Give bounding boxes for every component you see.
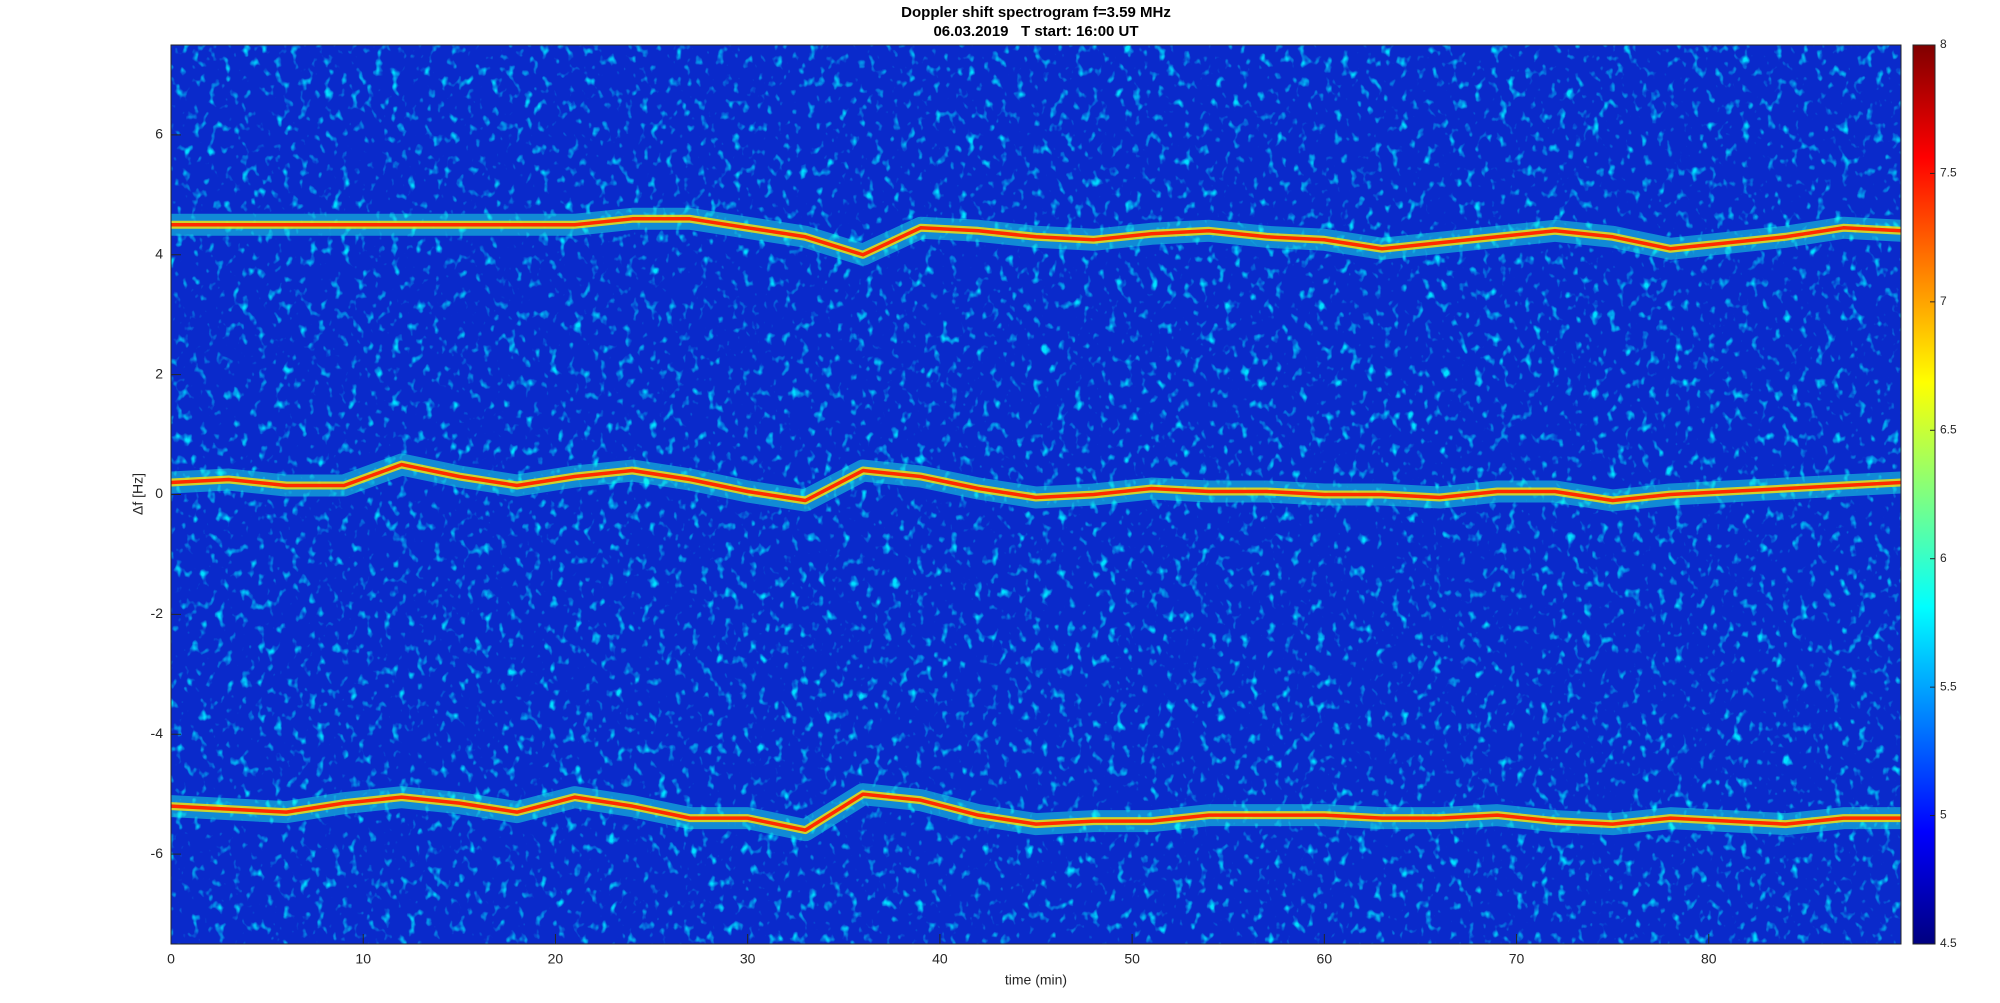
colorbar-tick-label: 5 <box>1940 808 1947 822</box>
y-tick-label: 0 <box>155 485 163 501</box>
x-tick-label: 60 <box>1317 951 1333 967</box>
x-tick-label: 30 <box>740 951 756 967</box>
colorbar-tick-label: 7 <box>1940 294 1947 308</box>
colorbar-tick-label: 7.5 <box>1940 166 1957 180</box>
plot-area <box>171 45 1901 944</box>
colorbar <box>1912 44 1936 945</box>
trace <box>171 792 1901 832</box>
y-tick-label: -4 <box>151 725 164 741</box>
y-axis-label: Δf [Hz] <box>130 473 146 515</box>
y-tick-label: 4 <box>155 245 163 261</box>
y-tick-label: -6 <box>151 845 164 861</box>
colorbar-tick-label: 6.5 <box>1940 422 1957 436</box>
trace <box>171 462 1901 503</box>
y-tick-label: -2 <box>151 605 164 621</box>
x-tick-label: 0 <box>167 951 175 967</box>
x-tick-label: 10 <box>355 951 371 967</box>
chart-title: Doppler shift spectrogram f=3.59 MHz <box>901 4 1171 21</box>
x-axis-label: time (min) <box>1005 972 1067 988</box>
chart-subtitle: 06.03.2019 T start: 16:00 UT <box>933 23 1138 40</box>
y-tick-label: 6 <box>155 126 163 142</box>
colorbar-tick-label: 8 <box>1940 37 1947 51</box>
x-tick-label: 40 <box>932 951 948 967</box>
x-tick-label: 80 <box>1701 951 1717 967</box>
colorbar-tick-label: 6 <box>1940 551 1947 565</box>
x-tick-label: 50 <box>1124 951 1140 967</box>
trace <box>171 217 1901 257</box>
colorbar-tick-label: 5.5 <box>1940 679 1957 693</box>
colorbar-tick-label: 4.5 <box>1940 936 1957 950</box>
x-tick-label: 20 <box>548 951 564 967</box>
y-tick-label: 2 <box>155 365 163 381</box>
x-tick-label: 70 <box>1509 951 1525 967</box>
